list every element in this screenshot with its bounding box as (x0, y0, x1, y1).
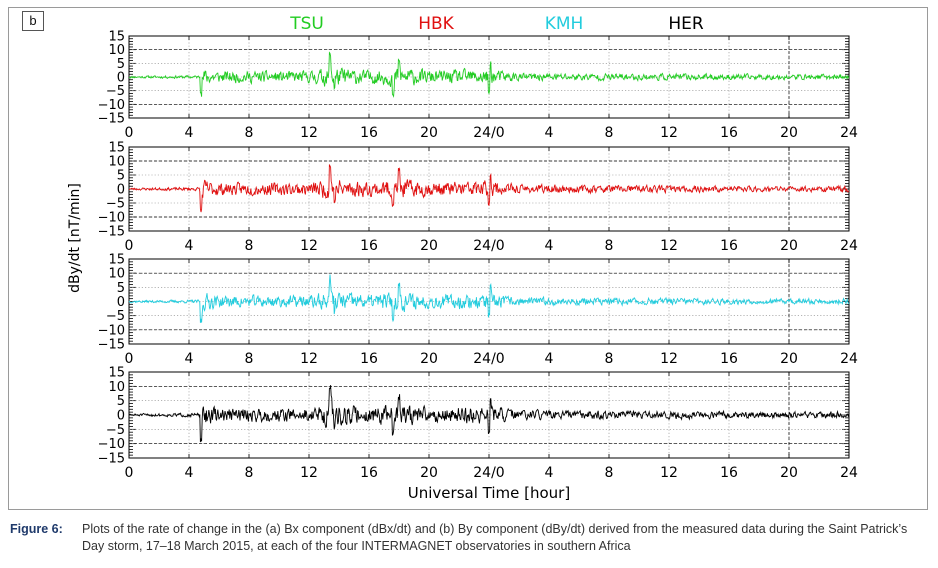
x-tick-label: 24/0 (473, 125, 504, 141)
y-tick-label: −5 (106, 423, 125, 438)
x-tick-label: 20 (420, 465, 438, 481)
x-tick-label: 16 (360, 238, 378, 254)
x-tick-label: 12 (300, 465, 318, 481)
y-tick-label: 5 (117, 281, 125, 296)
series-line-kmh (128, 274, 850, 323)
x-tick-label: 0 (125, 465, 134, 481)
x-tick-label: 4 (185, 351, 194, 367)
x-tick-label: 4 (545, 465, 554, 481)
y-tick-label: 5 (117, 169, 125, 184)
x-axis-label: Universal Time [hour] (408, 484, 570, 502)
y-tick-label: 10 (108, 43, 125, 58)
y-tick-label: −15 (98, 338, 125, 353)
y-tick-label: 0 (117, 295, 125, 310)
x-tick-label: 8 (605, 125, 614, 141)
y-tick-label: 5 (117, 394, 125, 409)
x-tick-label: 8 (245, 125, 254, 141)
x-tick-label: 24 (840, 238, 858, 254)
series-line-tsu (128, 51, 850, 98)
x-tick-label: 24/0 (473, 465, 504, 481)
y-tick-label: 0 (117, 409, 125, 424)
x-tick-label: 20 (420, 238, 438, 254)
caption-label: Figure 6: (10, 522, 63, 536)
x-tick-label: 0 (125, 351, 134, 367)
y-tick-label: 15 (108, 30, 125, 45)
x-tick-label: 12 (300, 238, 318, 254)
x-tick-label: 8 (605, 465, 614, 481)
x-tick-label: 8 (605, 351, 614, 367)
y-tick-label: 0 (117, 71, 125, 86)
x-tick-label: 12 (660, 238, 678, 254)
x-tick-label: 20 (780, 351, 798, 367)
y-tick-label: 15 (108, 141, 125, 156)
x-tick-label: 8 (605, 238, 614, 254)
y-tick-label: −10 (98, 323, 125, 338)
y-tick-label: 5 (117, 57, 125, 72)
y-tick-label: 10 (108, 380, 125, 395)
y-tick-label: −15 (98, 112, 125, 127)
legend-kmh: KMH (545, 14, 584, 34)
y-tick-label: 10 (108, 155, 125, 170)
x-tick-label: 4 (545, 238, 554, 254)
y-tick-label: −5 (106, 309, 125, 324)
y-tick-label: −10 (98, 211, 125, 226)
x-tick-label: 20 (780, 125, 798, 141)
y-tick-label: 15 (108, 253, 125, 268)
x-tick-label: 12 (300, 351, 318, 367)
series-line-hbk (129, 164, 850, 213)
x-tick-label: 16 (360, 465, 378, 481)
x-tick-label: 20 (780, 238, 798, 254)
y-tick-label: −10 (98, 98, 125, 113)
y-tick-label: −10 (98, 437, 125, 452)
figure-frame (8, 7, 928, 510)
x-tick-label: 4 (545, 351, 554, 367)
x-tick-label: 4 (545, 125, 554, 141)
x-tick-label: 24/0 (473, 238, 504, 254)
y-tick-label: −15 (98, 225, 125, 240)
panel-label: b (22, 11, 44, 31)
x-tick-label: 16 (720, 125, 738, 141)
x-tick-label: 12 (300, 125, 318, 141)
y-tick-label: 10 (108, 267, 125, 282)
y-tick-label: 15 (108, 366, 125, 381)
x-tick-label: 20 (780, 465, 798, 481)
x-tick-label: 0 (125, 238, 134, 254)
legend-tsu: TSU (289, 14, 324, 34)
x-tick-label: 4 (185, 125, 194, 141)
x-tick-label: 16 (720, 238, 738, 254)
caption-text: Plots of the rate of change in the (a) B… (82, 522, 908, 553)
x-tick-label: 8 (245, 465, 254, 481)
legend-her: HER (668, 14, 704, 34)
x-tick-label: 24/0 (473, 351, 504, 367)
y-tick-label: 0 (117, 183, 125, 198)
x-tick-label: 4 (185, 465, 194, 481)
x-tick-label: 8 (245, 351, 254, 367)
x-tick-label: 12 (660, 125, 678, 141)
x-tick-label: 16 (720, 465, 738, 481)
x-tick-label: 24 (840, 351, 858, 367)
x-tick-label: 16 (360, 125, 378, 141)
series-line-her (128, 385, 850, 443)
x-tick-label: 16 (720, 351, 738, 367)
y-tick-label: −15 (98, 452, 125, 467)
x-tick-label: 24 (840, 465, 858, 481)
x-tick-label: 0 (125, 125, 134, 141)
x-tick-label: 8 (245, 238, 254, 254)
y-tick-label: −5 (106, 197, 125, 212)
x-tick-label: 20 (420, 125, 438, 141)
legend-hbk: HBK (418, 14, 454, 34)
x-tick-label: 12 (660, 465, 678, 481)
x-tick-label: 24 (840, 125, 858, 141)
x-tick-label: 16 (360, 351, 378, 367)
x-tick-label: 20 (420, 351, 438, 367)
x-tick-label: 4 (185, 238, 194, 254)
y-tick-label: −5 (106, 84, 125, 99)
x-tick-label: 12 (660, 351, 678, 367)
y-axis-label: dBy/dt [nT/min] (67, 183, 83, 293)
